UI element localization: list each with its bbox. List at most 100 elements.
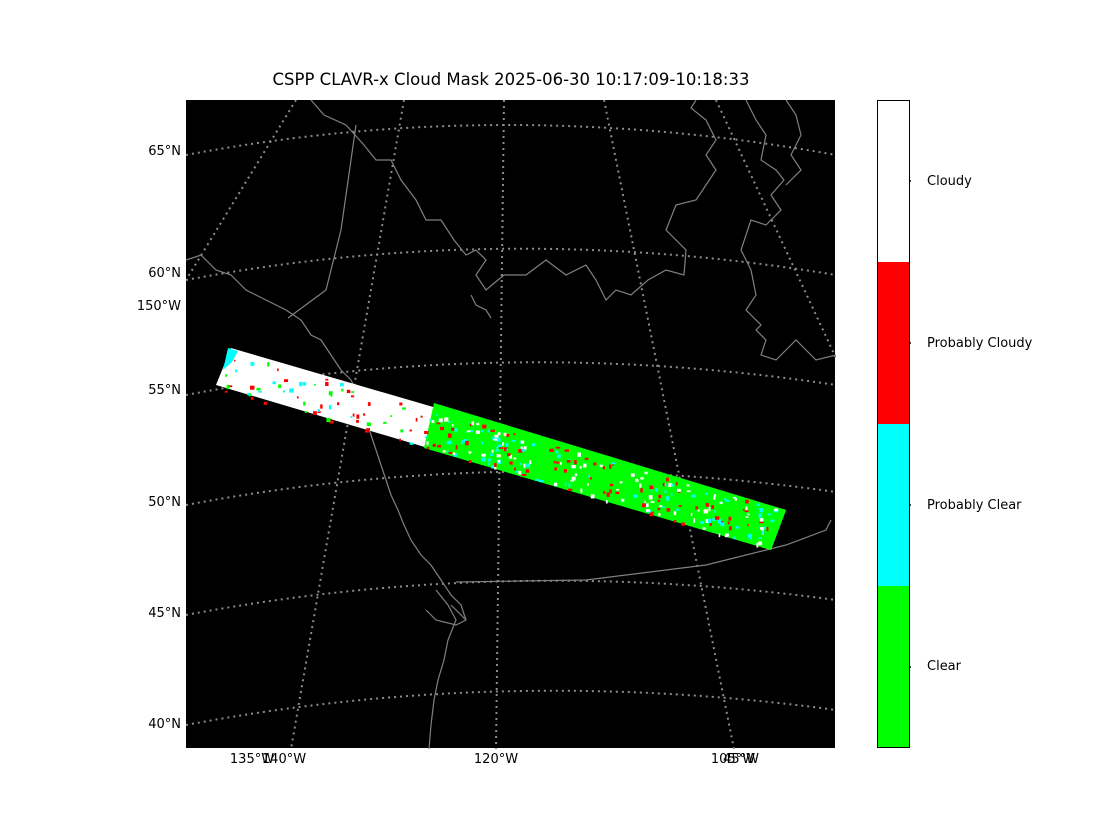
- swath-pixel: [564, 449, 569, 452]
- colorbar-frame: [877, 100, 910, 748]
- swath-pixel: [250, 362, 255, 366]
- alaska-border: [287, 124, 357, 319]
- swath-pixel: [400, 429, 404, 433]
- swath-pixel: [538, 480, 544, 483]
- swath-pixel: [555, 450, 559, 454]
- swath-pixel: [649, 512, 653, 517]
- swath-pixel: [503, 432, 507, 437]
- swath-pixel: [529, 460, 532, 465]
- swath-pixel: [366, 422, 371, 427]
- swath-pixel: [535, 478, 540, 481]
- swath-pixel: [665, 496, 669, 498]
- swath-pixel: [426, 441, 429, 446]
- swath-pixel: [440, 426, 444, 431]
- swath-pixel: [448, 451, 453, 454]
- swath-pixel: [675, 482, 678, 486]
- swath-pixel: [732, 496, 737, 499]
- swath-pixel: [616, 489, 619, 491]
- swath-clear-zone: [424, 403, 786, 550]
- swath-pixel: [609, 464, 612, 469]
- lake-shore: [470, 294, 492, 319]
- swath-pixel: [494, 434, 499, 440]
- swath-pixel: [346, 389, 351, 394]
- swath-pixel: [263, 402, 267, 405]
- colorbar-ticks: [910, 180, 911, 668]
- swath-pixel: [748, 533, 752, 538]
- swath-pixel: [705, 503, 709, 507]
- swath-pixel: [496, 446, 499, 451]
- swath-pixel: [708, 518, 712, 523]
- swath-pixel: [496, 437, 501, 442]
- swath-pixel: [588, 475, 590, 478]
- swath-pixel: [429, 419, 432, 421]
- swath-pixel: [615, 491, 620, 495]
- east-islands: [785, 100, 802, 186]
- swath-pixel: [714, 516, 720, 520]
- swath-pixel: [235, 369, 237, 373]
- swath-pixel: [677, 488, 681, 492]
- swath-pixel: [703, 509, 708, 514]
- swath-pixel: [621, 498, 625, 502]
- swath-pixel: [713, 495, 716, 500]
- swath-pixel: [735, 526, 740, 529]
- swath-pixel: [582, 463, 587, 468]
- swath-pixel: [409, 429, 412, 432]
- swath-pixel: [673, 511, 677, 516]
- colorbar: [877, 100, 911, 748]
- swath-pixel: [759, 518, 764, 522]
- swath-pixel: [226, 384, 230, 390]
- swath-pixel: [648, 495, 653, 500]
- swath-pixel: [496, 454, 501, 458]
- swath-pixel: [367, 402, 371, 406]
- swath-pixel: [728, 516, 732, 521]
- swath-pixel: [469, 423, 473, 427]
- swath-pixel: [299, 381, 303, 387]
- swath-pixel: [734, 497, 737, 501]
- swath-pixel: [563, 469, 567, 473]
- swath-pixel: [491, 465, 494, 469]
- swath-pixel: [468, 460, 472, 464]
- swath-pixel: [681, 522, 685, 526]
- swath-pixel: [519, 462, 522, 465]
- swath-pixel: [733, 536, 736, 540]
- alaska-coast: [186, 254, 467, 626]
- swath-pixel: [664, 490, 667, 493]
- swath-pixel: [523, 446, 527, 450]
- swath-pixel: [724, 533, 729, 538]
- swath-pixel: [640, 488, 643, 493]
- swath-pixel: [759, 521, 764, 524]
- swath-pixel: [758, 537, 762, 539]
- us-canada-border: [455, 519, 832, 583]
- swath-pixel: [233, 359, 236, 362]
- swath-pixel: [714, 510, 716, 513]
- swath-pixel: [560, 462, 562, 465]
- swath-pixel: [522, 474, 527, 477]
- swath-pixel: [325, 378, 329, 381]
- lon-label-45w: 45°W: [723, 752, 759, 767]
- colorbar-label-probably-cloudy: Probably Cloudy: [927, 336, 1033, 351]
- swath-pixel: [764, 526, 767, 529]
- swath-pixel: [420, 415, 423, 418]
- swath-pixel: [356, 414, 360, 419]
- lat-label-60n: 60°N: [148, 266, 181, 281]
- swath-pixel: [350, 395, 355, 398]
- swath-pixel: [579, 466, 582, 469]
- swath-pixel: [531, 443, 536, 446]
- swath-pixel: [437, 444, 442, 448]
- swath-pixel: [317, 409, 320, 412]
- swath-pixel: [693, 518, 696, 523]
- swath-pixel: [339, 383, 344, 387]
- swath-pixel: [640, 477, 644, 480]
- swath-pixel: [303, 401, 306, 406]
- swath-pixel: [465, 440, 469, 446]
- swath-pixel: [521, 449, 526, 452]
- swath-pixel: [571, 476, 576, 481]
- swath-pixel: [705, 492, 708, 495]
- swath-pixel: [745, 516, 749, 518]
- swath-pixel: [766, 526, 769, 532]
- swath-pixel: [494, 463, 497, 468]
- swath-pixel: [718, 502, 721, 504]
- swath-pixel: [329, 420, 334, 424]
- swath-pixel: [635, 480, 639, 482]
- swath-pixel: [352, 413, 355, 417]
